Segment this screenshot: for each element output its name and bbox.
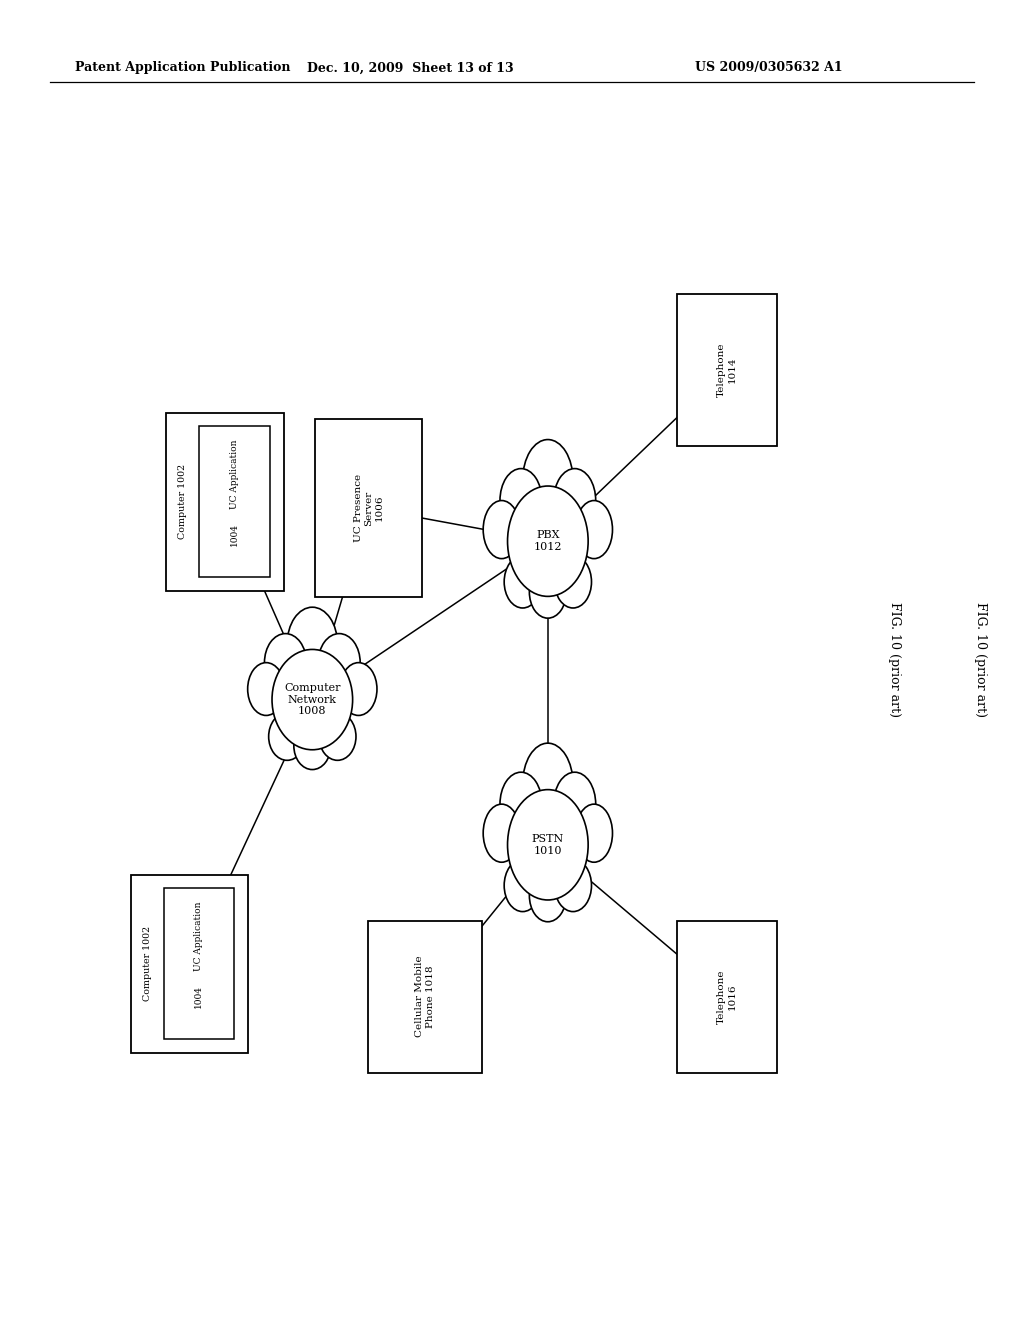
Ellipse shape <box>500 469 542 532</box>
Text: Cellular Mobile
Phone 1018: Cellular Mobile Phone 1018 <box>416 956 434 1038</box>
Ellipse shape <box>483 500 520 558</box>
Text: Patent Application Publication: Patent Application Publication <box>75 62 291 74</box>
Ellipse shape <box>508 486 588 597</box>
Ellipse shape <box>555 556 592 609</box>
Text: US 2009/0305632 A1: US 2009/0305632 A1 <box>695 62 843 74</box>
Ellipse shape <box>272 649 352 750</box>
Text: 1004: 1004 <box>195 986 204 1008</box>
Bar <box>368 921 482 1072</box>
Text: Computer
Network
1008: Computer Network 1008 <box>284 682 341 717</box>
Ellipse shape <box>522 743 573 825</box>
Text: Computer 1002: Computer 1002 <box>178 465 187 539</box>
Ellipse shape <box>504 556 541 609</box>
Text: Telephone
1016: Telephone 1016 <box>718 969 736 1024</box>
Bar <box>131 874 248 1053</box>
Ellipse shape <box>522 440 573 521</box>
Ellipse shape <box>500 772 542 836</box>
Ellipse shape <box>340 663 377 715</box>
Ellipse shape <box>504 859 541 912</box>
Text: Dec. 10, 2009  Sheet 13 of 13: Dec. 10, 2009 Sheet 13 of 13 <box>306 62 513 74</box>
Bar <box>166 412 285 591</box>
Bar <box>164 888 234 1039</box>
Bar <box>315 420 422 597</box>
Text: UC Presence
Server
1006: UC Presence Server 1006 <box>353 474 384 543</box>
Ellipse shape <box>268 713 305 760</box>
Ellipse shape <box>483 804 520 862</box>
Ellipse shape <box>294 722 331 770</box>
Text: FIG. 10 (prior art): FIG. 10 (prior art) <box>889 602 901 718</box>
Ellipse shape <box>554 772 596 836</box>
Ellipse shape <box>529 566 566 618</box>
Text: 1004: 1004 <box>230 524 240 546</box>
Text: PSTN
1010: PSTN 1010 <box>531 834 564 855</box>
Ellipse shape <box>264 634 306 692</box>
Text: UC Application: UC Application <box>195 902 204 972</box>
Ellipse shape <box>319 713 356 760</box>
Ellipse shape <box>554 469 596 532</box>
Text: Computer 1002: Computer 1002 <box>142 927 152 1001</box>
Bar <box>677 294 777 446</box>
Ellipse shape <box>287 607 338 681</box>
Ellipse shape <box>555 859 592 912</box>
Ellipse shape <box>529 870 566 921</box>
Text: Telephone
1014: Telephone 1014 <box>718 342 736 397</box>
Ellipse shape <box>575 804 612 862</box>
Ellipse shape <box>575 500 612 558</box>
Ellipse shape <box>508 789 588 900</box>
Bar <box>200 426 270 577</box>
Ellipse shape <box>318 634 360 692</box>
Text: UC Application: UC Application <box>230 440 240 510</box>
Text: PBX
1012: PBX 1012 <box>534 531 562 552</box>
Text: FIG. 10 (prior art): FIG. 10 (prior art) <box>974 602 986 718</box>
Bar <box>677 921 777 1072</box>
Ellipse shape <box>248 663 285 715</box>
